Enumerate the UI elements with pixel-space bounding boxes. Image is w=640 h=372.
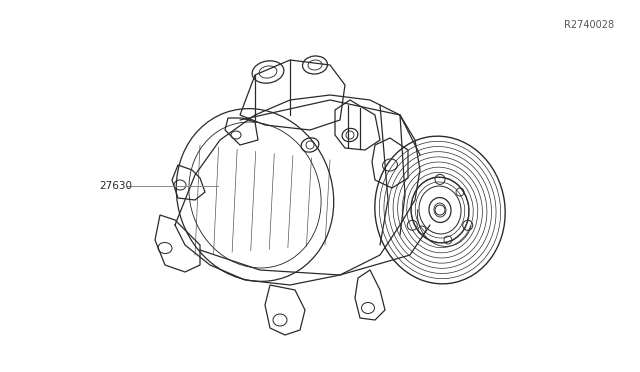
Text: 27630: 27630 [99, 181, 132, 191]
Text: R2740028: R2740028 [564, 20, 614, 31]
